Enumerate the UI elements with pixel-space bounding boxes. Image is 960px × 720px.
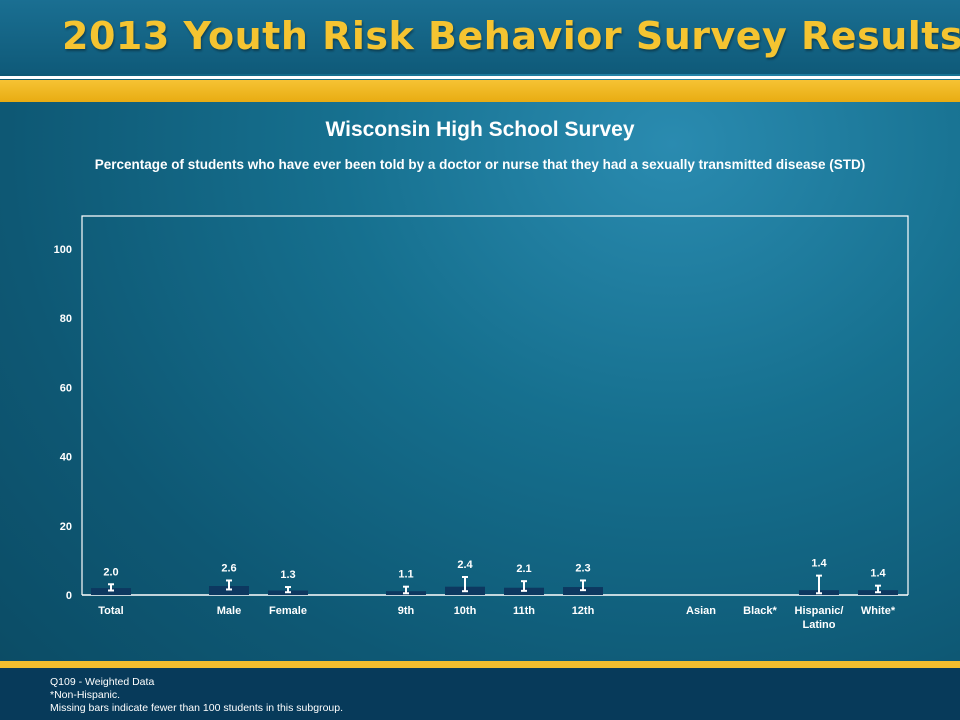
value-label: 1.4 (870, 568, 886, 580)
bar (91, 588, 131, 595)
y-tick-label: 60 (60, 382, 72, 394)
y-tick-label: 100 (54, 244, 72, 256)
value-label: 2.0 (103, 566, 118, 578)
x-tick-label: Total (98, 605, 123, 617)
x-tick-label: 9th (398, 605, 415, 617)
plot-frame (81, 215, 909, 595)
value-label: 1.1 (398, 569, 413, 581)
x-tick-label: Female (269, 605, 307, 617)
chart-subtitle: Percentage of students who have ever bee… (94, 157, 866, 172)
x-tick-label: 12th (572, 605, 595, 617)
y-tick-label: 40 (60, 452, 72, 464)
value-label: 1.3 (280, 569, 295, 581)
x-tick-label: White* (861, 605, 896, 617)
x-tick-label: 10th (454, 605, 477, 617)
header-banner: 2013 Youth Risk Behavior Survey Results (0, 0, 960, 74)
x-tick-label: Male (217, 605, 241, 617)
x-tick-label: Black* (743, 605, 777, 617)
x-tick-label: Latino (803, 619, 836, 631)
footer-notes: Q109 - Weighted Data *Non-Hispanic. Miss… (50, 676, 343, 715)
x-tick-label: Hispanic/ (795, 605, 844, 617)
y-tick-label: 80 (60, 313, 72, 325)
footer-note: Q109 - Weighted Data (50, 676, 155, 688)
chart-title: Wisconsin High School Survey (325, 118, 635, 141)
x-tick-label: 11th (513, 605, 535, 617)
value-label: 2.1 (516, 563, 531, 575)
x-tick-label: Asian (686, 605, 716, 617)
page-title: 2013 Youth Risk Behavior Survey Results (62, 14, 960, 58)
y-tick-label: 20 (60, 521, 72, 533)
header-divider-white (0, 76, 960, 79)
value-label: 1.4 (811, 558, 827, 570)
value-label: 2.6 (221, 562, 236, 574)
bar (209, 586, 249, 595)
y-tick-label: 0 (66, 590, 72, 602)
header-divider-gold (0, 80, 960, 102)
value-label: 2.3 (575, 562, 590, 574)
footer-note: *Non-Hispanic. (50, 689, 121, 701)
value-label: 2.4 (457, 559, 473, 571)
footer-divider-gold (0, 661, 960, 668)
footer-band (0, 668, 960, 720)
footer-note: Missing bars indicate fewer than 100 stu… (50, 702, 344, 714)
